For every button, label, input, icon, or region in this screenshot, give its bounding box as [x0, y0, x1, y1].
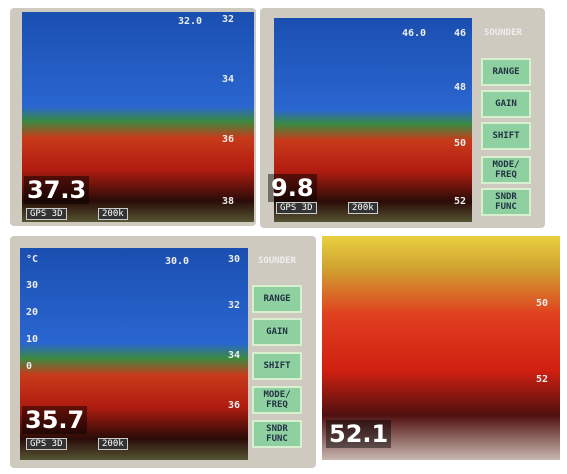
depth-readout: 9.8	[268, 174, 317, 202]
temp-unit: °C	[26, 254, 39, 265]
depth-scale-label: 32	[222, 14, 235, 25]
depth-scale-label: 38	[222, 196, 235, 207]
depth-scale-label: 34	[222, 74, 235, 85]
temp-scale-label: 0	[26, 361, 33, 372]
temp-scale-label: 10	[26, 334, 39, 345]
depth-scale-label: 50	[536, 298, 549, 309]
temp-scale-label: 20	[26, 307, 39, 318]
depth-scale-label: 34	[228, 350, 241, 361]
sonar-screen	[22, 12, 254, 222]
depth-readout: 35.7	[22, 406, 88, 434]
status-box: 200k	[98, 438, 128, 450]
status-box: GPS 3D	[26, 438, 67, 450]
depth-scale-label: 36	[228, 400, 241, 411]
sonar-screen	[274, 18, 472, 222]
mode-title: SOUNDER	[258, 256, 296, 266]
soft-key: SNDR FUNC	[481, 188, 531, 216]
depth-readout: 52.1	[326, 420, 392, 448]
depth-readout: 37.3	[24, 176, 90, 204]
status-box: GPS 3D	[276, 202, 317, 214]
top-depth: 32.0	[178, 16, 203, 27]
status-box: GPS 3D	[26, 208, 67, 220]
status-box: 200k	[98, 208, 128, 220]
soft-key: RANGE	[481, 58, 531, 86]
soft-key: SHIFT	[481, 122, 531, 150]
depth-scale-label: 50	[454, 138, 467, 149]
mode-title: SOUNDER	[484, 28, 522, 38]
soft-key: SNDR FUNC	[252, 420, 302, 448]
depth-scale-label: 36	[222, 134, 235, 145]
soft-key: MODE/ FREQ	[481, 156, 531, 184]
depth-scale-label: 52	[454, 196, 467, 207]
sonar-screen	[322, 236, 560, 460]
top-depth: 30.0	[165, 256, 190, 267]
temp-scale-label: 30	[26, 280, 39, 291]
depth-scale-label: 30	[228, 254, 241, 265]
depth-scale-label: 48	[454, 82, 467, 93]
soft-key: GAIN	[252, 318, 302, 346]
soft-key: MODE/ FREQ	[252, 386, 302, 414]
top-depth: 46.0	[402, 28, 427, 39]
depth-scale-label: 52	[536, 374, 549, 385]
soft-key: SHIFT	[252, 352, 302, 380]
soft-key: RANGE	[252, 285, 302, 313]
status-box: 200k	[348, 202, 378, 214]
depth-scale-label: 32	[228, 300, 241, 311]
depth-scale-label: 46	[454, 28, 467, 39]
soft-key: GAIN	[481, 90, 531, 118]
sonar-screen	[20, 248, 248, 460]
